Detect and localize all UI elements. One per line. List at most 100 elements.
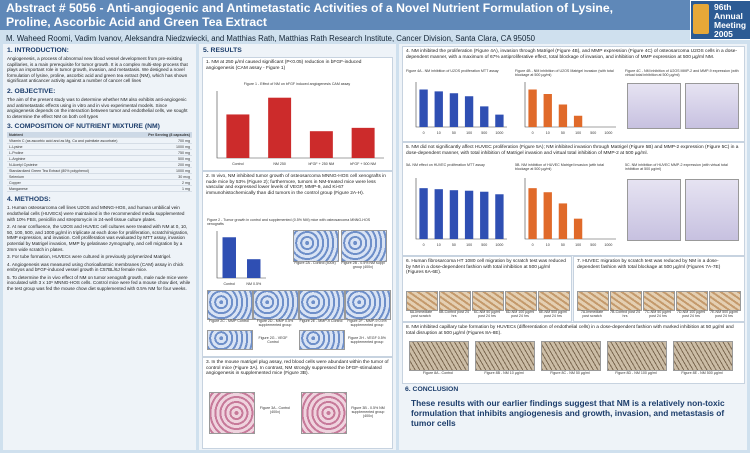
chart-bar [449, 93, 459, 127]
table-row: Manganese 1 mg [7, 185, 192, 193]
chart-tick-label: 1000 [604, 243, 612, 247]
chart-bar [419, 89, 428, 127]
chart-tick-label: 50 [561, 243, 565, 247]
result-2-text: 2. In vivo, NM inhibited tumor growth of… [206, 174, 386, 196]
table-row: Selenium 30 mcg [7, 173, 192, 181]
chart-bar [558, 203, 568, 239]
methods-heading: 4. METHODS: [7, 196, 51, 204]
result-1-panel: 1. NM at 250 µ/ml caused significant (P<… [202, 57, 393, 171]
meeting-logo: 96th Annual Meeting 2005 [690, 0, 750, 40]
chart-tick-label: 50 [452, 243, 456, 247]
chart-bar [480, 106, 489, 127]
fig3a-caption: Figure 3A - Control (400x) [259, 406, 291, 414]
chart-bar [309, 131, 333, 158]
composition-col-serving: Per Serving (8 capsules) [138, 132, 192, 139]
table-row: Vitamin C (as ascorbic acid and as Mg, C… [7, 137, 192, 145]
table-row: Standardized Green Tea Extract (80% poly… [7, 167, 192, 175]
chart-axis [415, 178, 507, 240]
chart-tick-label: 10 [546, 243, 550, 247]
composition-col-nutrient: Nutrient [7, 132, 139, 139]
fig7d-image [676, 291, 708, 311]
chart-tick-label: bFGF + 500 NM [350, 162, 376, 166]
fig2e-image [299, 290, 345, 320]
chart-bar [543, 192, 552, 239]
fig8b-image [475, 341, 535, 371]
chart-bar [543, 94, 552, 127]
authors-line: M. Waheed Roomi, Vadim Ivanov, Aleksandr… [6, 34, 535, 43]
chart-bar [434, 91, 443, 127]
conclusion-text: These results with our earlier findings … [411, 398, 725, 428]
fig8c-caption: Figure 8C - NM 50 µg/ml [550, 371, 590, 375]
table-row: L-Proline 750 mg [7, 149, 192, 157]
chart-bar [449, 190, 459, 239]
logo-line4: 2005 [714, 29, 733, 39]
fig2c-image [207, 290, 253, 320]
fig7a-image [577, 291, 609, 311]
fig7c-caption: 7C-NM 50 µg/ml post 24 hrs [644, 310, 672, 318]
chart-tick-label: 50 [452, 131, 456, 135]
fig2g-image [207, 330, 253, 350]
chart-bar [464, 190, 474, 239]
fig5b-chart: 0 10 50 100 500 1000 [524, 178, 616, 247]
chart-tick-label: 500 [481, 131, 487, 135]
results-heading: 5. RESULTS [203, 47, 242, 54]
chart-bar [528, 89, 537, 127]
fig2a-image [293, 230, 339, 262]
chart-bar [573, 218, 583, 239]
objective-heading: 2. OBJECTIVE: [7, 87, 56, 95]
fig5c-title: 5C. NM inhibition of HUVEC MMP-2 express… [625, 163, 728, 171]
result-8-text: 8. NM inhibited capillary tube formation… [406, 325, 734, 336]
fig2h-caption: Figure 2H - VEGF 0.5% supplemented group [348, 336, 386, 344]
meeting-logo-icon [693, 4, 709, 34]
middle-column: 5. RESULTS 1. NM at 250 µ/ml caused sign… [199, 44, 396, 450]
chart-bar [573, 115, 583, 127]
methods-p4: 4. Angiogenesis was measured using chori… [7, 261, 184, 273]
chart-tick-label: NM 250 [273, 162, 286, 166]
chart-tick-label: 1000 [495, 243, 503, 247]
fig3b-image [301, 392, 347, 434]
fig2f-caption: Figure 2F - MMP-9 0.5% supplemented grou… [347, 319, 387, 327]
fig4b-chart: 0 10 50 100 500 1000 [524, 82, 616, 135]
fig6d-caption: 6D-NM 100 µg/ml post 24 hrs [505, 310, 535, 318]
fig4a-chart: 0 10 50 100 500 1000 [415, 82, 507, 135]
title-bar [0, 0, 750, 30]
fig8d-caption: Figure 8D - NM 100 µg/ml [615, 371, 657, 375]
fig5a-chart: 0 10 50 100 500 1000 [415, 178, 507, 247]
logo-line1: 96th [714, 2, 732, 12]
fig5c-gel-2 [685, 179, 739, 241]
fig8c-image [541, 341, 601, 371]
result-1-text: 1. NM at 250 µ/ml caused significant (P<… [206, 60, 362, 71]
chart-bar [480, 191, 489, 239]
table-row: L-Lysine 1000 mg [7, 143, 192, 151]
chart-tick-label: 10 [437, 131, 441, 135]
chart-bar [558, 104, 568, 127]
fig5c-gel-1 [627, 179, 681, 241]
chart-bar [247, 259, 261, 278]
fig3a-image [209, 392, 255, 434]
chart-bar [464, 96, 474, 127]
fig8d-image [607, 341, 667, 371]
chart-bar [495, 114, 504, 127]
fig6b-caption: 6B-Control post 24 hrs [439, 310, 469, 318]
chart-tick-label: Control [232, 162, 244, 166]
chart-tick-label: bFGF + 250 NM [308, 162, 334, 166]
fig6e-image [538, 291, 570, 311]
chart-tick-label: 0 [423, 131, 425, 135]
chart-tick-label: 1000 [495, 131, 503, 135]
logo-line2: Annual [714, 11, 743, 21]
poster-title: Abstract # 5056 - Anti-angiogenic and An… [6, 1, 613, 29]
fig7d-caption: 7D-NM 100 µg/ml post 24 hrs [676, 310, 706, 318]
result-7-panel: 7. HUVEC migration by scratch test was r… [573, 256, 745, 322]
composition-heading: 3. COMPOSITION OF NUTRIENT MIXTURE (NM) [7, 123, 160, 131]
chart-bar [528, 188, 537, 239]
fig2e-caption: Figure 2E - MMP-9 Control [299, 319, 343, 323]
fig7e-caption: 7E-NM 500 µg/ml post 24 hrs [709, 310, 739, 318]
logo-line3: Meeting [714, 20, 747, 30]
result-3-text: 3. In the mouse matrigel plug assay, red… [206, 360, 389, 377]
intro-text: Angiogenesis, a process of abnormal new … [7, 56, 188, 84]
conclusion-heading: 6. CONCLUSION [405, 386, 459, 393]
chart-bar [226, 114, 250, 158]
fig2c-caption: Figure 2C - MMP Control [209, 319, 249, 323]
fig8e-caption: Figure 8E - NM 500 µg/ml [681, 371, 723, 375]
chart-tick-label: 500 [590, 131, 596, 135]
